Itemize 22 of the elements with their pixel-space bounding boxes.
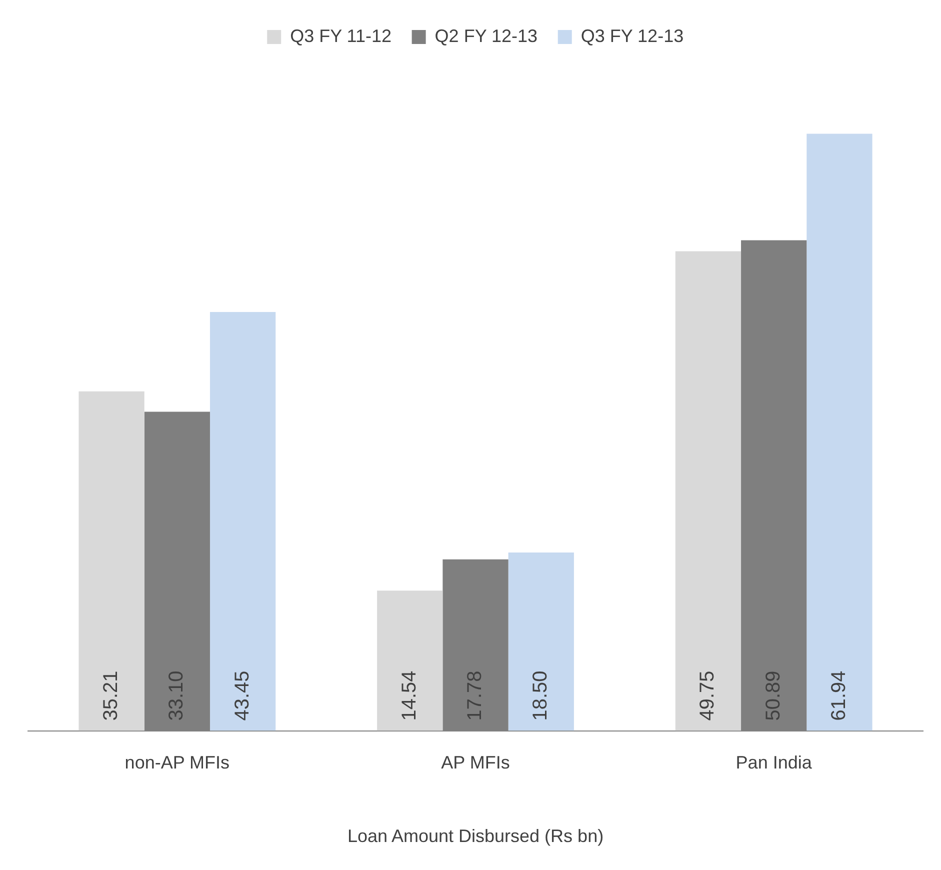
legend-label: Q3 FY 11-12: [290, 26, 392, 46]
data-label: 43.45: [231, 670, 254, 721]
bar: [508, 552, 574, 731]
data-label: 18.50: [530, 670, 552, 721]
legend-label: Q2 FY 12-13: [434, 26, 538, 46]
data-label: 33.10: [166, 670, 188, 721]
x-axis-title: Loan Amount Disbursed (Rs bn): [347, 826, 604, 846]
x-tick-label: Pan India: [736, 752, 813, 773]
data-label: 14.54: [398, 670, 420, 721]
bar: [675, 251, 742, 731]
data-label: 49.75: [696, 670, 719, 721]
legend-label: Q3 FY 12-13: [580, 26, 684, 46]
bar: [377, 590, 443, 731]
data-label: 17.78: [464, 670, 486, 721]
data-label: 35.21: [100, 670, 122, 721]
bar: [806, 134, 872, 731]
x-tick-label: AP MFIs: [441, 752, 510, 773]
bar: [210, 312, 276, 731]
bar: [78, 391, 144, 731]
data-label: 61.94: [828, 670, 850, 721]
data-label: 50.89: [762, 670, 784, 721]
x-tick-label: non-AP MFIs: [124, 752, 230, 773]
